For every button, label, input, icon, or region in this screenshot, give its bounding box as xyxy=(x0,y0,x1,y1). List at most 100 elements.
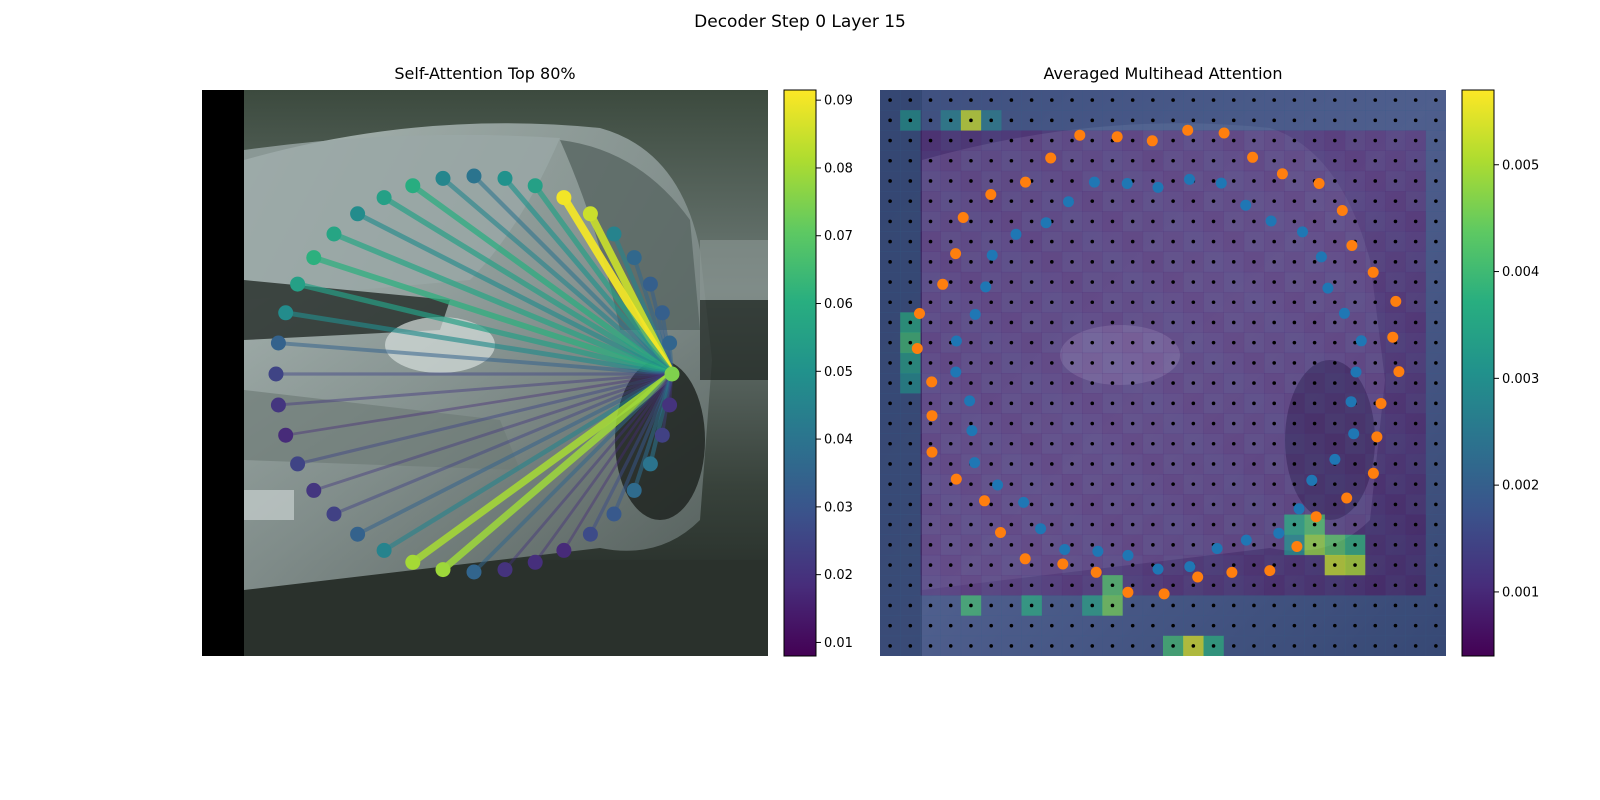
overlay-point xyxy=(1297,226,1308,238)
grid-dot xyxy=(1191,462,1196,466)
grid-dot xyxy=(1070,300,1074,305)
overlay-point xyxy=(950,366,962,378)
grid-dot xyxy=(969,219,973,224)
grid-dot xyxy=(888,522,892,527)
grid-dot xyxy=(1171,98,1175,102)
grid-dot xyxy=(1353,118,1357,123)
grid-dot xyxy=(1009,98,1014,102)
grid-dot xyxy=(1252,280,1256,284)
overlay-point xyxy=(1192,571,1204,583)
overlay-point xyxy=(1010,228,1022,240)
left-colorbar-ticks: 0.01 0.02 0.03 0.04 0.05 0.06 0.07 0.08 0.09 xyxy=(816,94,853,651)
grid-dot xyxy=(1333,98,1337,102)
grid-dot xyxy=(948,138,953,143)
grid-dot xyxy=(888,623,892,628)
grid-dot xyxy=(908,118,913,123)
grid-dot xyxy=(908,603,913,608)
grid-dot xyxy=(928,583,933,588)
attention-line xyxy=(278,341,673,376)
grid-dot xyxy=(888,98,892,102)
overlay-point xyxy=(985,189,997,200)
grid-dot xyxy=(1029,522,1034,527)
grid-dot xyxy=(1090,98,1095,102)
grid-dot xyxy=(1312,138,1317,143)
overlay-point xyxy=(1322,282,1334,294)
grid-dot xyxy=(948,401,953,406)
grid-dot xyxy=(1009,199,1014,203)
grid-dot xyxy=(1373,603,1378,608)
grid-dot xyxy=(1171,502,1175,507)
grid-dot xyxy=(1252,462,1256,466)
grid-dot xyxy=(1231,563,1236,567)
grid-dot xyxy=(1333,219,1337,224)
attention-line xyxy=(278,372,673,407)
grid-dot xyxy=(1231,260,1236,264)
grid-dot xyxy=(1272,482,1276,486)
grid-dot xyxy=(1292,239,1297,244)
grid-dot xyxy=(1130,381,1135,385)
grid-dot xyxy=(1151,543,1155,547)
orange-series-points xyxy=(911,124,1405,600)
overlay-point xyxy=(1310,511,1322,523)
grid-dot xyxy=(1151,441,1155,446)
grid-dot xyxy=(1353,623,1357,628)
attention-line xyxy=(503,373,674,571)
grid-dot xyxy=(1191,441,1196,446)
grid-dot xyxy=(948,158,953,163)
grid-dot xyxy=(908,300,913,305)
grid-dot xyxy=(1272,401,1276,406)
grid-dot xyxy=(1413,179,1418,183)
grid-dot xyxy=(1090,603,1095,608)
grid-dot xyxy=(1070,502,1074,507)
grid-dot xyxy=(1009,260,1014,264)
attention-line xyxy=(382,372,674,553)
grid-dot xyxy=(1252,320,1256,325)
grid-dot xyxy=(1050,320,1054,325)
grid-dot xyxy=(1434,98,1438,102)
grid-dot xyxy=(1252,583,1256,588)
grid-dot xyxy=(1130,401,1135,406)
overlay-point xyxy=(1035,523,1047,535)
grid-dot xyxy=(928,179,933,183)
grid-dot xyxy=(989,320,993,325)
attention-line xyxy=(441,176,674,376)
grid-dot xyxy=(888,118,892,123)
grid-dot xyxy=(908,199,913,203)
grid-dot xyxy=(1050,381,1054,385)
right-colorbar xyxy=(1461,89,1495,657)
overlay-point xyxy=(914,308,925,319)
grid-dot xyxy=(1231,340,1236,345)
grid-dot xyxy=(1333,280,1337,284)
grid-dot xyxy=(1333,522,1337,527)
grid-dot xyxy=(1373,543,1378,547)
attention-line xyxy=(411,183,674,377)
grid-dot xyxy=(1009,522,1014,527)
overlay-point xyxy=(979,495,990,507)
grid-dot xyxy=(1292,603,1297,608)
grid-dot xyxy=(1110,441,1115,446)
grid-dot xyxy=(1312,219,1317,224)
grid-dot xyxy=(1272,340,1276,345)
grid-dot xyxy=(1272,98,1276,102)
grid-dot xyxy=(1434,138,1438,143)
grid-dot xyxy=(1050,239,1054,244)
grid-dot xyxy=(1151,603,1155,608)
grid-dot xyxy=(1171,381,1175,385)
grid-dot xyxy=(1292,219,1297,224)
grid-dot xyxy=(969,482,973,486)
grid-dot xyxy=(1312,623,1317,628)
grid-dot xyxy=(1070,98,1074,102)
grid-dot xyxy=(948,603,953,608)
grid-dot xyxy=(928,522,933,527)
grid-dot xyxy=(888,320,892,325)
grid-dot xyxy=(1090,381,1095,385)
grid-dot xyxy=(1373,138,1378,143)
grid-dot xyxy=(1151,522,1155,527)
grid-dot xyxy=(928,644,933,648)
grid-dot xyxy=(989,118,993,123)
grid-dot xyxy=(1434,361,1438,365)
grid-dot xyxy=(1231,98,1236,102)
grid-dot xyxy=(948,179,953,183)
attention-line xyxy=(382,195,674,377)
